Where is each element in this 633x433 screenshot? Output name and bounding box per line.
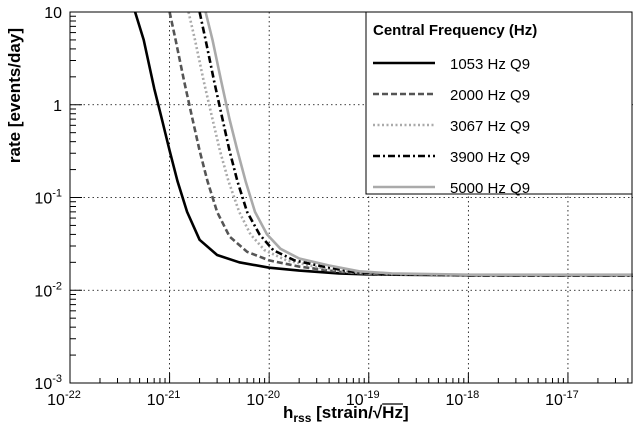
x-axis-title-end: ] bbox=[403, 403, 409, 422]
legend-label: 3900 Hz Q9 bbox=[450, 149, 530, 166]
x-axis-title-sqrt-arg: Hz bbox=[382, 403, 403, 422]
x-tick-label-exp: -22 bbox=[65, 389, 81, 401]
y-axis-title: rate [events/day] bbox=[5, 28, 24, 163]
y-tick-label-exp: -1 bbox=[52, 188, 62, 200]
y-tick-label-exp: -2 bbox=[52, 280, 62, 292]
y-tick-label-base: 10 bbox=[34, 191, 52, 208]
y-tick-label-base: 10 bbox=[34, 376, 52, 393]
x-tick-label-base: 10 bbox=[147, 392, 165, 409]
legend-label: 1053 Hz Q9 bbox=[450, 56, 530, 73]
x-tick-label-base: 10 bbox=[446, 392, 464, 409]
x-tick-label-exp: -18 bbox=[463, 389, 479, 401]
y-tick-label: 1 bbox=[53, 98, 62, 115]
legend-label: 5000 Hz Q9 bbox=[450, 180, 530, 197]
legend-label: 2000 Hz Q9 bbox=[450, 87, 530, 104]
x-tick-label-base: 10 bbox=[246, 392, 264, 409]
x-tick-label-exp: -21 bbox=[165, 389, 181, 401]
y-tick-label-base: 10 bbox=[34, 283, 52, 300]
x-axis-title-rest: [strain/ bbox=[311, 403, 373, 422]
x-tick-label-exp: -19 bbox=[364, 389, 380, 401]
x-axis-title-sub: rss bbox=[293, 411, 311, 425]
y-tick-label-base: 1 bbox=[53, 98, 62, 115]
legend: Central Frequency (Hz) 1053 Hz Q9 2000 Hz… bbox=[366, 12, 632, 197]
x-axis-title-main: h bbox=[283, 403, 293, 422]
y-tick-label: 10 bbox=[44, 5, 62, 22]
y-tick-label-exp: -3 bbox=[52, 373, 62, 385]
legend-label: 3067 Hz Q9 bbox=[450, 118, 530, 135]
x-tick-label-exp: -20 bbox=[264, 389, 280, 401]
y-tick-label-base: 10 bbox=[44, 5, 62, 22]
legend-title: Central Frequency (Hz) bbox=[373, 22, 537, 39]
x-tick-label-exp: -17 bbox=[563, 389, 579, 401]
x-tick-label-base: 10 bbox=[47, 392, 65, 409]
x-tick-label-base: 10 bbox=[545, 392, 563, 409]
